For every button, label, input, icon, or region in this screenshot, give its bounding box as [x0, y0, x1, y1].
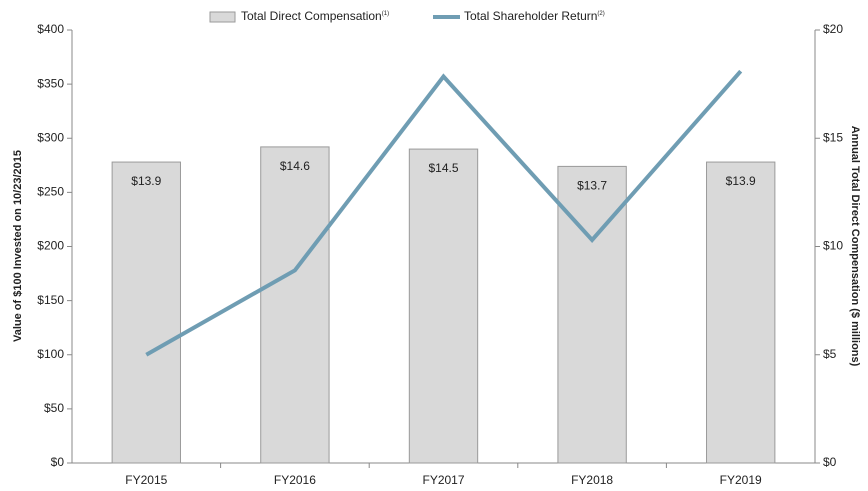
y-tick-label: $200 [37, 239, 64, 253]
bar [111, 161, 181, 464]
y2-tick-label: $0 [823, 455, 837, 469]
legend-note: (1) [382, 11, 389, 17]
bar [260, 146, 330, 464]
y-tick-label: $250 [37, 185, 64, 199]
data-label: $14.5 [428, 161, 458, 175]
y-tick-label: $300 [37, 130, 64, 144]
line [145, 69, 743, 357]
x-tick-label: FY2017 [422, 473, 464, 487]
x-tick-label: FY2015 [125, 473, 167, 487]
data-label: $14.6 [280, 159, 310, 173]
x-tick-label: FY2018 [571, 473, 613, 487]
y-tick-label: $400 [37, 22, 64, 36]
x-tick-label: FY2016 [274, 473, 316, 487]
y-axis-label: Value of $100 Invested on 10/23/2015 [12, 150, 24, 342]
y2-tick-label: $5 [823, 347, 837, 361]
x-tick-label: FY2019 [720, 473, 762, 487]
data-label: $13.7 [577, 179, 607, 193]
y-tick-label: $350 [37, 76, 64, 90]
y-tick-label: $50 [44, 401, 64, 415]
data-label: $13.9 [131, 174, 161, 188]
legend-name: Total Direct Compensation [241, 9, 382, 23]
y2-axis-label: Annual Total Direct Compensation ($ mill… [849, 126, 861, 367]
y2-tick-label: $10 [823, 239, 843, 253]
legend-name: Total Shareholder Return [464, 9, 597, 23]
y-tick-label: $150 [37, 293, 64, 307]
legend-swatch [209, 11, 236, 23]
y2-tick-label: $15 [823, 130, 843, 144]
y-tick-label: $0 [51, 455, 65, 469]
data-label: $13.9 [726, 174, 756, 188]
legend-label: Total Direct Compensation(1) [241, 9, 389, 23]
y-tick-label: $100 [37, 347, 64, 361]
bar [706, 161, 776, 464]
bar [408, 148, 479, 464]
legend-label: Total Shareholder Return(2) [464, 9, 605, 23]
y2-tick-label: $20 [823, 22, 843, 36]
legend-note: (2) [597, 11, 604, 17]
